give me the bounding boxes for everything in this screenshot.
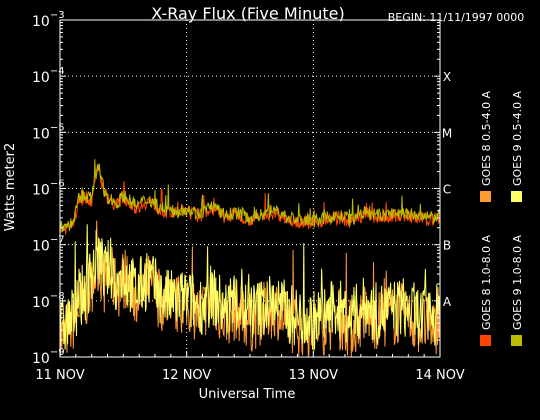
y-tick-label: 10−7	[32, 235, 65, 255]
x-axis-ticks: 11 NOV 12 NOV 13 NOV 14 NOV	[35, 351, 465, 383]
x-tick-label: 11 NOV	[35, 368, 84, 383]
flare-class-label: A	[443, 295, 452, 309]
y-axis-ticks: 10−3 10−4 10−5 10−6 10−7 10−8 10−9	[32, 10, 440, 367]
legend-swatch	[480, 191, 491, 202]
flare-class-label: M	[442, 126, 452, 140]
x-tick-label: 14 NOV	[415, 368, 464, 383]
flare-class-labels: X M C B A	[442, 70, 452, 309]
legend-label: GOES 8 0.5-4.0 A	[480, 90, 493, 186]
legend-swatch	[511, 335, 522, 346]
legend-label: GOES 8 1.0-8.0 A	[480, 234, 493, 330]
y-tick-label: 10−8	[32, 291, 65, 311]
begin-label: BEGIN: 11/11/1997 0000	[388, 11, 525, 24]
y-tick-label: 10−9	[32, 347, 65, 367]
flare-class-label: X	[443, 70, 451, 84]
series-line	[59, 224, 441, 350]
y-tick-label: 10−4	[32, 66, 65, 86]
chart-title: X-Ray Flux (Five Minute)	[151, 4, 344, 23]
x-tick-label: 12 NOV	[162, 368, 211, 383]
series-line	[59, 159, 441, 233]
legend-swatch	[480, 335, 491, 346]
flare-class-label: B	[443, 239, 451, 253]
y-tick-label: 10−5	[32, 122, 65, 142]
legend-swatch	[511, 191, 522, 202]
y-tick-label: 10−6	[32, 179, 65, 199]
x-axis-label: Universal Time	[199, 387, 296, 402]
x-tick-label: 13 NOV	[289, 368, 338, 383]
y-tick-label: 10−3	[32, 10, 65, 30]
y-axis-label: Watts meter2	[3, 143, 18, 231]
series-layer	[59, 159, 441, 358]
flare-class-label: C	[443, 183, 451, 197]
legend-label: GOES 9 0.5-4.0 A	[511, 90, 524, 186]
legend: GOES 8 1.0-8.0 A GOES 8 0.5-4.0 A GOES 9 1…	[480, 90, 524, 346]
legend-label: GOES 9 1.0-8.0 A	[511, 234, 524, 330]
